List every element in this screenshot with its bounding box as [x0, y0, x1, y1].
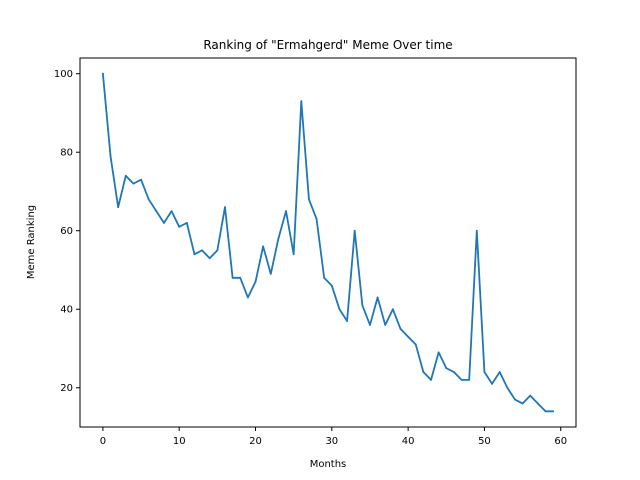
- data-point: [399, 327, 402, 330]
- data-point: [506, 386, 509, 389]
- data-point: [285, 210, 287, 212]
- x-axis-label: Months: [310, 459, 347, 470]
- data-point: [353, 229, 356, 232]
- y-tick-label: 60: [60, 226, 73, 237]
- data-point: [163, 221, 165, 224]
- data-point: [346, 320, 348, 322]
- data-point: [170, 210, 173, 212]
- data-point: [101, 72, 104, 75]
- data-point: [277, 237, 280, 240]
- data-point: [391, 308, 394, 311]
- x-tick-label: 20: [249, 436, 262, 447]
- x-tick-label: 30: [325, 436, 338, 447]
- data-point: [475, 229, 478, 232]
- chart-title: Ranking of "Ermahgerd" Meme Over time: [203, 38, 452, 52]
- data-point: [414, 343, 417, 346]
- y-tick-label: 100: [54, 69, 73, 80]
- y-tick-label: 80: [60, 148, 73, 159]
- data-point: [239, 276, 242, 279]
- data-point: [338, 308, 341, 311]
- data-point: [109, 155, 112, 158]
- data-point: [445, 367, 448, 370]
- data-point: [323, 276, 326, 279]
- axes-frame: [79, 57, 577, 428]
- y-axis-label: Meme Ranking: [26, 205, 37, 279]
- data-point: [361, 304, 364, 307]
- data-point: [460, 378, 463, 381]
- data-point: [430, 378, 432, 381]
- data-point: [132, 182, 135, 185]
- data-point: [231, 276, 234, 279]
- x-tick-label: 50: [478, 436, 491, 447]
- data-point: [178, 225, 181, 228]
- data-point: [536, 402, 539, 405]
- data-point: [201, 249, 203, 252]
- data-point: [246, 296, 249, 299]
- x-tick-label: 10: [173, 436, 186, 447]
- x-tick-label: 0: [100, 436, 106, 447]
- data-point: [491, 382, 493, 385]
- data-point: [514, 398, 516, 401]
- data-point: [376, 296, 379, 299]
- series-line: [101, 72, 555, 413]
- data-point: [193, 253, 196, 256]
- data-point: [262, 245, 265, 248]
- data-point: [437, 351, 440, 354]
- data-point: [468, 378, 471, 381]
- data-point: [269, 273, 272, 275]
- data-point: [208, 257, 211, 260]
- data-point: [308, 198, 310, 201]
- data-point: [147, 198, 150, 201]
- data-point: [529, 394, 532, 397]
- data-point: [544, 410, 547, 413]
- data-point: [498, 371, 501, 373]
- data-point: [330, 284, 333, 287]
- plot-area: [101, 72, 555, 413]
- data-point: [140, 178, 142, 181]
- y-tick-label: 40: [60, 305, 73, 316]
- data-point: [254, 280, 257, 283]
- data-point: [292, 253, 295, 256]
- data-point: [117, 206, 120, 209]
- data-point: [369, 324, 371, 326]
- data-point: [185, 221, 188, 224]
- data-point: [384, 324, 387, 326]
- data-point: [300, 100, 303, 103]
- x-tick-label: 40: [402, 436, 415, 447]
- data-point: [552, 410, 555, 413]
- data-point: [155, 210, 158, 212]
- axis-ticks: 0 10 20 30 40 50 60 20 40 60 80 100: [54, 69, 567, 447]
- data-point: [124, 174, 127, 177]
- data-point: [483, 371, 486, 373]
- data-point: [315, 218, 318, 220]
- data-point: [224, 206, 226, 209]
- y-tick-label: 20: [60, 383, 73, 394]
- data-point: [521, 402, 524, 405]
- data-point: [407, 335, 410, 338]
- data-point: [216, 249, 219, 252]
- data-point: [453, 371, 455, 373]
- data-point: [422, 371, 425, 373]
- x-tick-label: 60: [554, 436, 567, 447]
